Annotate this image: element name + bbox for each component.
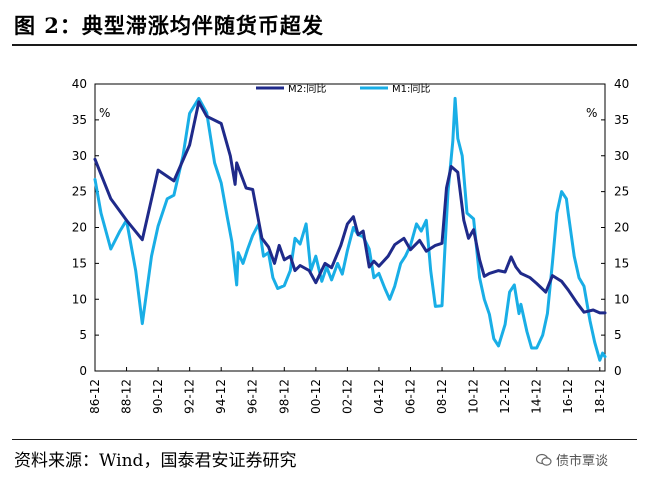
y-axis-right: 0 5 10 15 20 25 30 35 40	[601, 77, 629, 378]
x-tick-label: 08-12	[435, 379, 449, 414]
watermark: 债市覃谈	[536, 450, 608, 469]
watermark-text: 债市覃谈	[556, 454, 609, 469]
y-tick-label-left: 20	[72, 221, 87, 235]
title-rule	[12, 44, 637, 46]
series-line-m2	[93, 100, 607, 315]
y-axis-right-unit: %	[586, 106, 597, 120]
y-tick-label-right: 15	[614, 256, 629, 270]
x-tick-label: 98-12	[277, 379, 291, 414]
x-tick-label: 88-12	[120, 379, 134, 414]
y-tick-label-right: 0	[614, 364, 622, 378]
y-tick-label-right: 10	[614, 292, 629, 306]
x-tick-label: 94-12	[214, 379, 228, 414]
x-tick-label: 06-12	[403, 379, 417, 414]
y-tick-label-right: 5	[614, 328, 622, 342]
x-tick-label: 16-12	[561, 379, 575, 414]
series-line-m1	[93, 96, 607, 362]
legend-label-m1: M1:同比	[392, 83, 430, 95]
y-tick-label-right: 40	[614, 77, 629, 91]
y-tick-label-right: 35	[614, 113, 629, 127]
y-tick-label-right: 25	[614, 185, 629, 199]
y-tick-label-right: 30	[614, 149, 629, 163]
series-layer	[93, 96, 607, 362]
x-tick-label: 96-12	[246, 379, 260, 414]
x-tick-label: 04-12	[372, 379, 386, 414]
y-tick-label-left: 30	[72, 149, 87, 163]
y-tick-label-left: 40	[72, 77, 87, 91]
wechat-icon	[536, 453, 552, 466]
footer-rule	[12, 439, 637, 440]
x-tick-label: 00-12	[309, 379, 323, 414]
x-tick-label: 12-12	[498, 379, 512, 414]
y-axis-left: 0 5 10 15 20 25 30 35 40	[72, 77, 99, 378]
plot-frame	[94, 83, 606, 372]
y-tick-label-left: 0	[79, 364, 87, 378]
legend: M2:同比 M1:同比	[256, 83, 430, 95]
y-tick-label-left: 25	[72, 185, 87, 199]
x-tick-label: 10-12	[467, 379, 481, 414]
y-tick-label-left: 5	[79, 328, 87, 342]
y-tick-label-left: 10	[72, 292, 87, 306]
x-tick-label: 18-12	[593, 379, 607, 414]
source-note: 资料来源：Wind，国泰君安证券研究	[14, 451, 297, 471]
x-tick-label: 02-12	[340, 379, 354, 414]
legend-label-m2: M2:同比	[288, 83, 326, 95]
x-tick-label: 86-12	[88, 379, 102, 414]
y-tick-label-right: 20	[614, 221, 629, 235]
x-tick-label: 90-12	[151, 379, 165, 414]
y-tick-label-left: 15	[72, 256, 87, 270]
x-axis: 86-12 88-12 90-12 92-12 94-12 96-12 98-12 00-12…	[88, 367, 607, 414]
x-tick-label: 14-12	[530, 379, 544, 414]
y-tick-label-left: 35	[72, 113, 87, 127]
y-axis-left-unit: %	[99, 106, 110, 120]
x-tick-label: 92-12	[183, 379, 197, 414]
figure-title: 图 2：典型滞涨均伴随货币超发	[14, 13, 324, 38]
